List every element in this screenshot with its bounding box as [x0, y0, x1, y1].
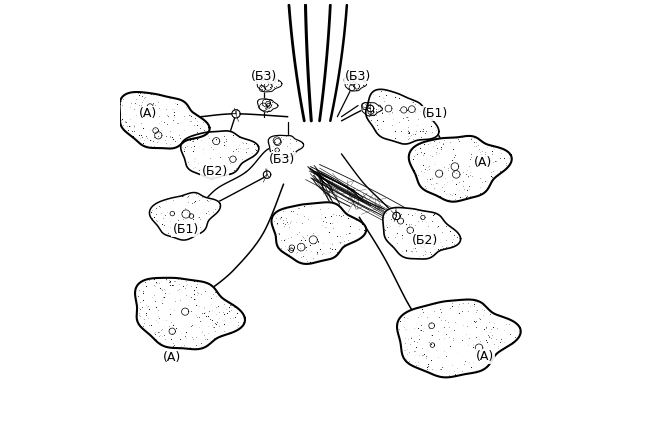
Polygon shape [409, 136, 512, 202]
Polygon shape [362, 103, 383, 116]
Polygon shape [232, 110, 240, 118]
Text: (Б2): (Б2) [201, 165, 228, 178]
Text: (А): (А) [163, 351, 181, 364]
Text: (А): (А) [476, 350, 494, 363]
Text: (Б2): (Б2) [412, 234, 439, 247]
Polygon shape [258, 99, 278, 112]
Polygon shape [181, 131, 259, 179]
Polygon shape [135, 278, 245, 349]
Polygon shape [149, 192, 220, 240]
Text: (Б1): (Б1) [173, 223, 199, 236]
Polygon shape [366, 89, 439, 144]
Polygon shape [256, 75, 282, 92]
Polygon shape [344, 76, 367, 91]
Text: (Б3): (Б3) [345, 70, 371, 83]
Text: (А): (А) [474, 156, 492, 169]
Polygon shape [367, 105, 373, 112]
Text: (Б3): (Б3) [269, 153, 296, 166]
Polygon shape [397, 300, 521, 377]
Polygon shape [264, 171, 271, 179]
Polygon shape [393, 212, 400, 220]
Text: (Б1): (Б1) [422, 107, 449, 120]
Polygon shape [268, 135, 303, 158]
Text: (Б3): (Б3) [251, 70, 277, 83]
Polygon shape [271, 202, 366, 264]
Polygon shape [120, 92, 209, 149]
Text: (А): (А) [139, 107, 158, 120]
Polygon shape [383, 208, 460, 259]
